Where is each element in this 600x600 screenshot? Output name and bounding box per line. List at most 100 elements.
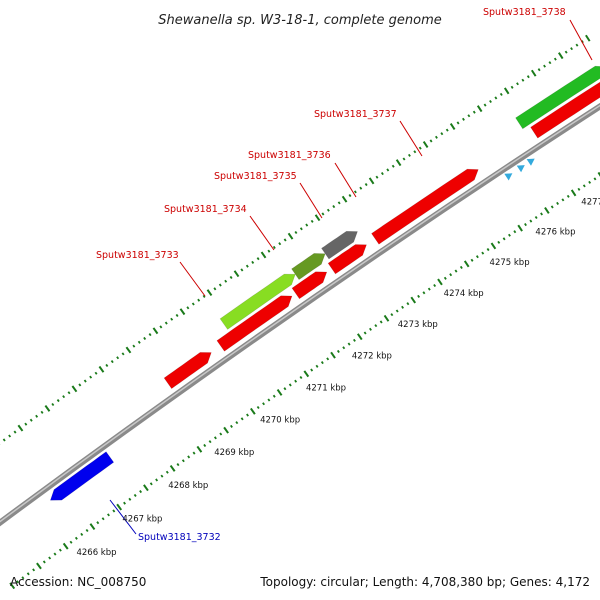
inner-minor-tick: [272, 394, 276, 398]
outer-minor-tick: [137, 340, 141, 344]
inner-minor-tick: [74, 536, 78, 540]
inner-major-tick: [116, 503, 123, 511]
outer-minor-tick: [67, 391, 71, 395]
outer-major-tick: [206, 289, 213, 297]
inner-minor-tick: [26, 572, 30, 576]
inner-minor-tick: [53, 552, 57, 556]
inner-minor-tick: [107, 513, 110, 517]
inner-minor-tick: [256, 405, 260, 410]
scale-label: 4274 kbp: [444, 289, 484, 299]
inner-major-tick: [9, 582, 16, 590]
inner-minor-tick: [588, 180, 592, 184]
gene-labels: Sputw3181_3732 Sputw3181_3733 Sputw3181_37…: [96, 7, 566, 543]
inner-minor-tick: [149, 482, 153, 486]
outer-minor-tick: [62, 395, 66, 399]
scale-label: 4271 kbp: [306, 384, 346, 394]
outer-minor-tick: [499, 92, 503, 96]
outer-minor-tick: [494, 96, 498, 100]
outer-minor-tick: [40, 410, 44, 414]
outer-minor-tick: [51, 402, 55, 407]
gene-feature-cds-red: [216, 295, 293, 352]
outer-minor-tick: [132, 344, 136, 348]
inner-minor-tick: [513, 230, 517, 234]
inner-minor-tick: [320, 361, 324, 365]
outer-major-tick: [287, 232, 294, 240]
outer-major-tick: [233, 270, 240, 278]
outer-minor-tick: [159, 325, 163, 329]
inner-minor-tick: [326, 357, 330, 361]
inner-minor-tick: [42, 560, 46, 564]
inner-major-tick: [223, 426, 229, 434]
inner-minor-tick: [395, 309, 399, 313]
inner-minor-tick: [192, 451, 196, 455]
gene-label-sputw3181-3734[interactable]: Sputw3181_3734: [164, 204, 247, 215]
inner-minor-tick: [577, 187, 581, 191]
outer-minor-tick: [13, 430, 17, 434]
gene-feature-cds-green: [515, 65, 600, 130]
inner-major-tick: [463, 260, 470, 268]
outer-minor-tick: [256, 257, 260, 261]
inner-minor-tick: [561, 198, 565, 202]
gene-label-sputw3181-3733[interactable]: Sputw3181_3733: [96, 250, 179, 261]
outer-major-tick: [44, 404, 51, 412]
outer-minor-tick: [224, 279, 228, 283]
inner-minor-tick: [112, 509, 116, 513]
outer-minor-tick: [429, 139, 433, 143]
inner-major-tick: [517, 224, 523, 232]
inner-minor-tick: [230, 424, 233, 428]
outer-minor-tick: [402, 157, 406, 161]
inner-major-tick: [143, 484, 149, 492]
inner-minor-tick: [401, 305, 405, 309]
outer-minor-tick: [380, 172, 384, 176]
strand-arrowhead: [516, 165, 525, 173]
inner-minor-tick: [550, 205, 554, 209]
outer-major-tick: [260, 251, 267, 259]
outer-major-tick: [98, 365, 105, 373]
outer-minor-tick: [435, 135, 438, 139]
inner-minor-tick: [208, 440, 212, 444]
inner-major-tick: [303, 370, 310, 378]
gene-label-sputw3181-3738[interactable]: Sputw3181_3738: [483, 7, 566, 18]
inner-minor-tick: [470, 258, 474, 262]
inner-minor-tick: [21, 576, 25, 580]
gene-label-sputw3181-3735[interactable]: Sputw3181_3735: [214, 171, 297, 182]
outer-minor-tick: [191, 302, 195, 306]
outer-minor-tick: [116, 356, 120, 360]
outer-minor-tick: [467, 114, 471, 118]
inner-major-tick: [570, 189, 577, 197]
gene-label-sputw3181-3732[interactable]: Sputw3181_3732: [138, 532, 221, 543]
inner-minor-tick: [529, 219, 533, 223]
inner-minor-tick: [139, 490, 143, 494]
gene-feature-cds-light-green: [219, 273, 296, 330]
gene-label-sputw3181-3737[interactable]: Sputw3181_3737: [314, 109, 397, 120]
outer-minor-tick: [89, 375, 93, 379]
outer-minor-tick: [575, 43, 579, 47]
outer-minor-tick: [35, 414, 39, 418]
leader-line: [569, 19, 593, 61]
inner-major-tick: [62, 542, 69, 550]
inner-minor-tick: [497, 240, 501, 244]
outer-minor-tick: [29, 418, 33, 422]
inner-major-tick: [89, 523, 96, 530]
outer-major-tick: [179, 308, 186, 316]
inner-minor-tick: [96, 521, 100, 525]
gene-feature-cds-red: [371, 168, 479, 245]
outer-minor-tick: [164, 321, 168, 325]
outer-minor-tick: [202, 294, 206, 298]
outer-minor-tick: [240, 268, 244, 272]
outer-major-tick: [341, 195, 348, 203]
genome-backbone-highlight: [0, 104, 600, 523]
inner-major-tick: [544, 206, 550, 214]
inner-minor-tick: [310, 368, 314, 372]
label-leader-lines: [109, 19, 593, 535]
inner-minor-tick: [524, 223, 527, 227]
inner-minor-tick: [422, 291, 426, 295]
outer-minor-tick: [186, 306, 190, 310]
outer-minor-tick: [413, 150, 417, 154]
gene-label-sputw3181-3736[interactable]: Sputw3181_3736: [248, 150, 331, 161]
inner-minor-tick: [267, 398, 271, 402]
outer-tick-track: [0, 34, 591, 445]
leader-line: [179, 261, 206, 297]
inner-minor-tick: [128, 497, 132, 501]
inner-major-tick: [250, 407, 256, 415]
